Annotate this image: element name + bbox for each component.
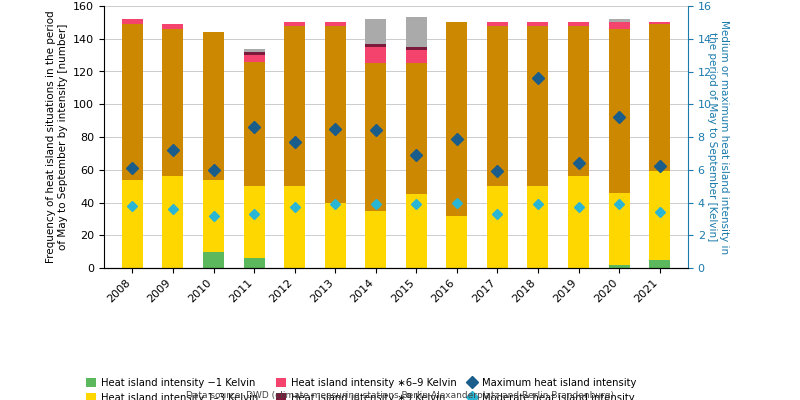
Bar	[527, 186, 549, 268]
Bar	[649, 22, 670, 24]
Bar	[609, 193, 630, 265]
Bar	[325, 202, 346, 268]
Bar	[365, 63, 386, 211]
Bar	[406, 50, 427, 63]
Bar	[649, 24, 670, 171]
Bar	[284, 22, 305, 26]
Bar	[162, 24, 183, 29]
Bar	[609, 22, 630, 29]
Bar	[122, 24, 143, 180]
Bar	[243, 62, 265, 186]
Bar	[649, 260, 670, 268]
Bar	[487, 186, 508, 268]
Bar	[365, 47, 386, 63]
Bar	[406, 47, 427, 50]
Bar	[203, 180, 224, 252]
Bar	[203, 32, 224, 180]
Bar	[325, 26, 346, 202]
Bar	[568, 22, 589, 26]
Bar	[568, 26, 589, 176]
Legend: Heat island intensity −1 Kelvin, Heat island intensity 1–3 Kelvin, Heat island i: Heat island intensity −1 Kelvin, Heat is…	[86, 378, 636, 400]
Bar	[122, 19, 143, 24]
Y-axis label: Frequency of heat island situations in the period
of May to September by intensi: Frequency of heat island situations in t…	[46, 11, 67, 263]
Bar	[162, 29, 183, 176]
Bar	[284, 26, 305, 186]
Bar	[609, 265, 630, 268]
Bar	[325, 22, 346, 26]
Bar	[649, 171, 670, 260]
Bar	[406, 194, 427, 268]
Bar	[122, 180, 143, 268]
Bar	[568, 176, 589, 268]
Bar	[446, 216, 467, 268]
Bar	[406, 63, 427, 194]
Bar	[365, 44, 386, 47]
Bar	[406, 18, 427, 47]
Y-axis label: Medium or maximum heat island intensity in
the period of May to September [Kelvi: Medium or maximum heat island intensity …	[707, 20, 729, 254]
Bar	[243, 55, 265, 62]
Bar	[527, 26, 549, 186]
Bar	[365, 211, 386, 268]
Bar	[243, 186, 265, 258]
Text: Data source: DWD (climate measuring stations Berlin-Alexanderplatz and Berlin Br: Data source: DWD (climate measuring stat…	[186, 391, 614, 400]
Bar	[527, 22, 549, 26]
Bar	[203, 252, 224, 268]
Bar	[446, 22, 467, 216]
Bar	[609, 29, 630, 193]
Bar	[487, 26, 508, 186]
Bar	[284, 186, 305, 268]
Bar	[162, 176, 183, 268]
Bar	[487, 22, 508, 26]
Bar	[243, 48, 265, 52]
Bar	[609, 19, 630, 22]
Bar	[365, 19, 386, 44]
Bar	[243, 52, 265, 55]
Bar	[243, 258, 265, 268]
